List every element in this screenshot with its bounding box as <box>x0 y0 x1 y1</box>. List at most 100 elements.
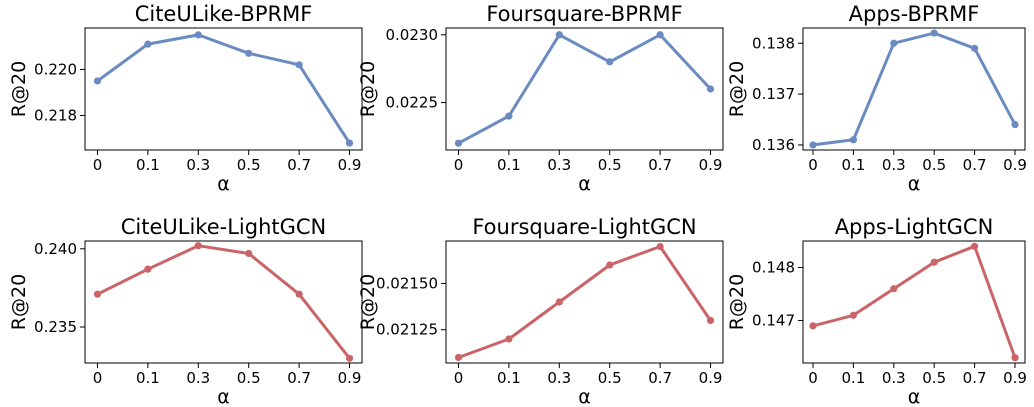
x-tick-label: 0.9 <box>338 156 362 174</box>
y-tick-label: 0.138 <box>752 34 795 52</box>
x-tick-label: 0.1 <box>841 156 865 174</box>
chart-title: CiteULike-LightGCN <box>121 215 327 239</box>
x-tick-label: 0.9 <box>699 156 723 174</box>
subplot-6: Apps-LightGCN 0 0.1 0.3 0.5 0.7 0.9 0.147 0.148 α… <box>726 215 1027 407</box>
chart-title: Foursquare-BPRMF <box>486 2 682 26</box>
x-tick-label: 0.1 <box>841 369 865 387</box>
y-axis-label: R@20 <box>726 274 748 330</box>
data-point <box>245 49 253 57</box>
data-point <box>809 141 817 149</box>
data-point <box>706 85 715 93</box>
x-tick-label: 0.1 <box>497 156 521 174</box>
chart-title: Foursquare-LightGCN <box>472 215 696 239</box>
x-axis-label: α <box>908 173 921 195</box>
subplot-4: CiteULike-LightGCN 0 0.1 0.3 0.5 0.7 0.9 0.235 0… <box>8 215 363 407</box>
data-point <box>194 242 202 250</box>
data-point <box>1011 120 1019 129</box>
data-point <box>295 290 303 298</box>
x-tick-label: 0.9 <box>338 369 362 387</box>
subplot-1: CiteULike-BPRMF 0 0.1 0.3 0.5 0.7 0.9 0.218 0.22… <box>8 2 363 195</box>
x-tick-label: 0.1 <box>136 369 160 387</box>
series-line <box>811 244 1017 360</box>
x-tick-label: 0.5 <box>598 156 622 174</box>
axes-frame <box>445 240 724 364</box>
y-tick-label: 0.148 <box>752 259 795 277</box>
axes-frame <box>445 27 724 151</box>
x-tick-label: 0.3 <box>547 156 571 174</box>
x-tick-label: 0.7 <box>963 369 987 387</box>
data-point <box>890 285 898 293</box>
x-tick-label: 0.9 <box>699 369 723 387</box>
series-line <box>96 33 351 145</box>
x-tick-label: 0.7 <box>963 156 987 174</box>
x-tick-label: 0.5 <box>598 369 622 387</box>
x-tick-label: 0.5 <box>237 156 261 174</box>
subplot-2: Foursquare-BPRMF 0 0.1 0.3 0.5 0.7 0.9 0.0225 0.… <box>357 2 724 195</box>
data-point <box>345 354 354 362</box>
data-point <box>454 353 463 362</box>
x-tick-label: 0 <box>93 369 103 387</box>
x-tick-label: 0.5 <box>922 156 946 174</box>
x-tick-label: 0 <box>454 156 464 174</box>
y-axis-label: R@20 <box>357 61 379 117</box>
x-tick-label: 0.7 <box>287 369 311 387</box>
subplot-5: Foursquare-LightGCN 0 0.1 0.3 0.5 0.7 0.9 0.021… <box>357 215 724 407</box>
data-point <box>849 136 857 144</box>
data-point <box>930 29 938 37</box>
data-point <box>930 258 938 266</box>
data-point <box>606 58 614 66</box>
subplot-3: Apps-BPRMF 0 0.1 0.3 0.5 0.7 0.9 0.136 0.137 0.13… <box>726 2 1027 195</box>
axes-frame <box>84 240 363 364</box>
x-tick-label: 0.1 <box>136 156 160 174</box>
y-tick-label: 0.218 <box>34 106 77 124</box>
data-point <box>606 261 614 269</box>
y-axis-label: R@20 <box>8 61 30 117</box>
y-tick-label: 0.136 <box>752 136 795 154</box>
x-tick-label: 0 <box>808 369 818 387</box>
data-point <box>555 31 563 39</box>
data-point <box>93 77 102 85</box>
data-point <box>890 39 898 47</box>
x-tick-label: 0.3 <box>547 369 571 387</box>
x-tick-label: 0.5 <box>237 369 261 387</box>
data-point <box>706 316 715 325</box>
data-point <box>1011 354 1019 362</box>
data-point <box>194 31 202 39</box>
data-point <box>555 298 563 306</box>
data-point <box>505 112 513 120</box>
x-tick-label: 0.9 <box>1003 156 1027 174</box>
y-tick-label: 0.0225 <box>386 94 439 112</box>
y-tick-label: 0.235 <box>34 318 77 336</box>
data-point <box>505 335 513 343</box>
data-point <box>93 290 102 298</box>
chart-title: Apps-BPRMF <box>849 2 980 26</box>
x-tick-label: 0 <box>808 156 818 174</box>
y-tick-label: 0.147 <box>752 312 795 330</box>
chart-title: CiteULike-BPRMF <box>135 2 313 26</box>
data-point <box>809 322 817 330</box>
y-tick-label: 0.220 <box>34 60 77 78</box>
data-point <box>849 311 857 319</box>
axes-frame <box>802 240 1026 364</box>
y-tick-label: 0.240 <box>34 240 77 258</box>
data-point <box>656 31 664 39</box>
x-tick-label: 0 <box>454 369 464 387</box>
x-axis-label: α <box>217 386 230 407</box>
data-point <box>656 242 664 251</box>
data-point <box>971 242 979 250</box>
y-tick-label: 0.02150 <box>376 275 438 293</box>
y-axis-label: R@20 <box>726 61 748 117</box>
y-axis-label: R@20 <box>8 274 30 330</box>
x-tick-label: 0.3 <box>186 156 210 174</box>
series-line <box>811 31 1017 147</box>
series-line <box>96 244 351 360</box>
axes-frame <box>802 27 1026 151</box>
y-axis-label: R@20 <box>357 274 379 330</box>
y-tick-label: 0.02125 <box>376 321 438 339</box>
x-tick-label: 0.3 <box>882 369 906 387</box>
data-point <box>245 249 253 258</box>
x-tick-label: 0.5 <box>922 369 946 387</box>
x-tick-label: 0.9 <box>1003 369 1027 387</box>
x-tick-label: 0.3 <box>186 369 210 387</box>
